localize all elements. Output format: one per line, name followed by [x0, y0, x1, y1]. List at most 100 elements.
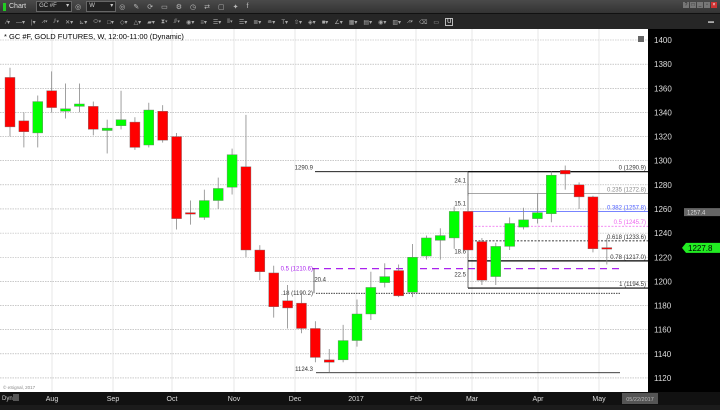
rectangle-tool-icon[interactable]: □▾ — [107, 19, 114, 26]
facebook-icon[interactable]: f — [246, 3, 249, 10]
stack-tool-icon[interactable]: ≣▾ — [253, 19, 262, 26]
candle — [421, 235, 432, 260]
brush-tool-icon[interactable]: ▰▾ — [147, 19, 155, 26]
circle-tool-icon[interactable]: ◉▾ — [186, 19, 195, 26]
y-tick-label: 1140 — [654, 350, 672, 359]
hline-tool-icon[interactable]: —▾ — [16, 19, 26, 26]
candle-body — [532, 212, 543, 219]
pencil-icon[interactable]: ✎ — [133, 3, 140, 11]
arrow-up-tool-icon[interactable]: ⇧▾ — [294, 19, 303, 26]
polygon-tool-icon[interactable]: ◇▾ — [119, 19, 128, 26]
candle-body — [199, 200, 210, 218]
candle-body — [129, 121, 141, 148]
chart-menu-icon[interactable] — [638, 36, 644, 42]
maximize-button[interactable]: ▫ — [704, 2, 710, 8]
fib-tool-icon[interactable]: ⊾▾ — [79, 19, 88, 26]
gear-icon[interactable]: ⚙ — [175, 3, 182, 11]
y-tick-label: 1400 — [654, 36, 672, 45]
candle — [296, 293, 307, 334]
levels-tool-icon[interactable]: ☰▾ — [212, 19, 222, 26]
grid-tool-icon[interactable]: ▦▾ — [348, 19, 358, 26]
panel-toggle-icon[interactable]: ▬ — [708, 19, 714, 25]
fib-level-label: 0.78 (1217.0) — [610, 255, 646, 261]
ellipse-tool-icon[interactable]: ⬭▾ — [93, 18, 102, 25]
x-tick-label: Mar — [466, 396, 479, 403]
symbol-input[interactable]: GC #F ▾ — [36, 1, 73, 12]
candle-body — [490, 246, 501, 277]
candle-body — [4, 77, 16, 128]
interval-value: W — [89, 3, 95, 9]
calendar-tool-icon[interactable]: ▥▾ — [392, 19, 402, 26]
close-button[interactable]: × — [711, 2, 717, 8]
marker-tool-icon[interactable]: ◈▾ — [308, 19, 316, 26]
candle-body — [88, 106, 99, 130]
y-tick-label: 1360 — [654, 84, 672, 93]
candle — [601, 237, 613, 265]
table-tool-icon[interactable]: ▤▾ — [363, 19, 373, 26]
angle-tool-icon[interactable]: ∠▾ — [334, 19, 343, 26]
link-icon[interactable]: ▭ — [161, 3, 168, 11]
eraser-icon[interactable]: ⌫ — [418, 19, 428, 26]
candle-body — [407, 257, 418, 293]
candle-body — [115, 119, 127, 126]
channel-tool-icon[interactable]: ⫻▾ — [173, 18, 181, 25]
dynamic-toggle-icon[interactable] — [13, 394, 19, 401]
candle — [546, 171, 557, 223]
candle-body — [393, 270, 404, 297]
clock-icon[interactable]: ◷ — [190, 3, 197, 11]
candle-body — [601, 247, 613, 250]
bars-tool-icon[interactable]: ⦀▾ — [227, 18, 233, 25]
fib-level-label: 1 (1194.5) — [619, 282, 646, 288]
cycle-tool-icon[interactable]: ⧗▾ — [160, 18, 168, 25]
interval-settings-icon[interactable]: ◎ — [119, 3, 126, 11]
x-tick-label: Aug — [46, 396, 59, 403]
window-title-text: Chart — [9, 3, 27, 10]
y-tick-label: 1160 — [654, 326, 672, 335]
candle-body — [46, 90, 57, 108]
candle — [157, 105, 168, 143]
line-tool-icon[interactable]: ⁄▾ — [6, 19, 11, 26]
x-tick-label: 2017 — [348, 396, 364, 403]
refresh-icon[interactable]: ⟳ — [147, 3, 154, 11]
comment-icon[interactable]: ▭ — [433, 19, 440, 26]
candle-body — [60, 108, 71, 112]
minimize-button[interactable]: _ — [697, 2, 703, 8]
speed-tool-icon[interactable]: ≘▾ — [267, 19, 276, 26]
triangle-tool-icon[interactable]: △▾ — [133, 19, 142, 26]
zigzag-tool-icon[interactable]: ⩘▾ — [407, 18, 413, 25]
gann-tool-icon[interactable]: ✕▾ — [65, 19, 74, 26]
symbol-settings-icon[interactable]: ◎ — [75, 3, 82, 11]
copyright-text: © eSignal, 2017 — [3, 384, 36, 390]
box-tool-icon[interactable]: ■▾ — [321, 19, 329, 26]
lines-tool-icon[interactable]: ☰▾ — [238, 19, 248, 26]
candle — [462, 195, 474, 254]
candle-body — [74, 103, 85, 107]
candle-body — [365, 287, 377, 315]
candle — [74, 83, 85, 113]
wave-tool-icon[interactable]: ⩘▾ — [41, 18, 48, 25]
restore-button[interactable]: □ — [690, 2, 696, 8]
chevron-down-icon: ▾ — [110, 3, 114, 9]
share-icon[interactable]: ⇄ — [204, 3, 210, 11]
candle-body — [421, 237, 432, 257]
candle-body — [185, 212, 196, 215]
fib-level-label: 0.235 (1272.8) — [607, 188, 646, 194]
time-axis[interactable]: Dyn 05/22/2017 Aug Sep Oct Nov Dec 2017 Feb Mar… — [0, 392, 720, 405]
price-chart[interactable]: 0 (1290.9) 0.235 (1272.8) 0.382 (1257.8) 0.… — [0, 29, 720, 392]
vline-tool-icon[interactable]: |▾ — [31, 19, 36, 26]
twitter-icon[interactable]: ✦ — [232, 3, 239, 11]
y-tick-label: 1120 — [654, 374, 672, 383]
eye-tool-icon[interactable]: ◉▾ — [378, 19, 387, 26]
chat-icon[interactable]: ▢ — [217, 3, 225, 11]
candle — [115, 90, 127, 130]
marker-price-tag — [684, 208, 720, 217]
interval-input[interactable]: W ▾ — [86, 1, 117, 12]
candle-body — [101, 127, 113, 131]
y-tick-label: 1240 — [654, 229, 672, 238]
bands-tool-icon[interactable]: ≡▾ — [200, 19, 207, 26]
help-button[interactable]: ? — [683, 2, 689, 8]
candle-body — [476, 241, 488, 281]
pitchfork-tool-icon[interactable]: ⫽▾ — [53, 18, 60, 25]
text-tool-icon[interactable]: T▾ — [281, 19, 288, 26]
magnet-toggle[interactable]: U — [445, 18, 454, 26]
